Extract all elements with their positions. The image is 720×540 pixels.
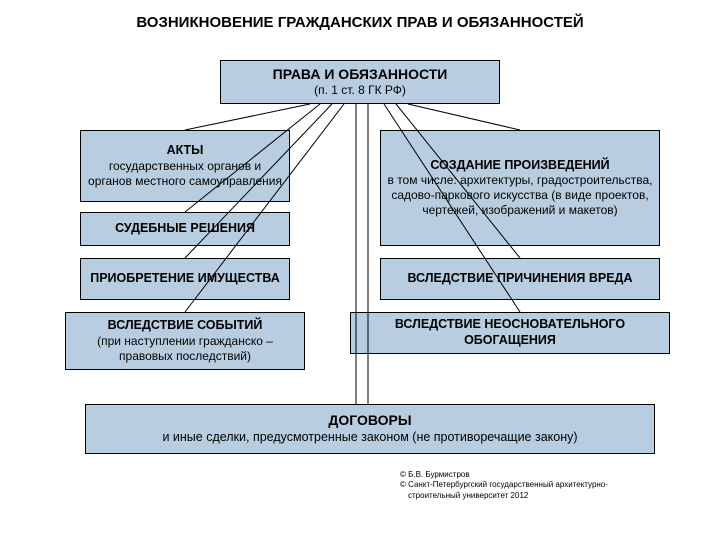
root-heading: ПРАВА И ОБЯЗАННОСТИ [227,66,493,84]
right-box-2: ВСЛЕДСТВИЕ НЕОСНОВАТЕЛЬНОГО ОБОГАЩЕНИЯ [350,312,670,354]
left-box-2: ПРИОБРЕТЕНИЕ ИМУЩЕСТВА [80,258,290,300]
left-box-3: ВСЛЕДСТВИЕ СОБЫТИЙ (при наступлении граж… [65,312,305,370]
bottom-heading: ДОГОВОРЫ [92,412,648,430]
copyright-l1: © Б.В. Бурмистров [400,470,680,480]
left2-heading: ПРИОБРЕТЕНИЕ ИМУЩЕСТВА [87,271,283,287]
left3-body: (при наступлении гражданско – правовых п… [72,334,298,364]
right0-heading: СОЗДАНИЕ ПРОИЗВЕДЕНИЙ [387,158,653,174]
root-box: ПРАВА И ОБЯЗАННОСТИ (п. 1 ст. 8 ГК РФ) [220,60,500,104]
copyright: © Б.В. Бурмистров © Санкт-Петербургский … [400,470,680,501]
left1-heading: СУДЕБНЫЕ РЕШЕНИЯ [87,221,283,237]
left-box-0: АКТЫ государственных органов и органов м… [80,130,290,202]
left0-heading: АКТЫ [87,143,283,159]
left-box-1: СУДЕБНЫЕ РЕШЕНИЯ [80,212,290,246]
copyright-l3: строительный университет 2012 [400,491,680,501]
right0-body: в том числе: архитектуры, градостроитель… [387,173,653,218]
left0-body: государственных органов и органов местно… [87,159,283,189]
bottom-box: ДОГОВОРЫ и иные сделки, предусмотренные … [85,404,655,454]
bottom-body: и иные сделки, предусмотренные законом (… [92,430,648,446]
root-sub: (п. 1 ст. 8 ГК РФ) [227,83,493,98]
copyright-l2: © Санкт-Петербургский государственный ар… [400,480,680,490]
right2-heading: ВСЛЕДСТВИЕ НЕОСНОВАТЕЛЬНОГО ОБОГАЩЕНИЯ [357,317,663,348]
right-box-1: ВСЛЕДСТВИЕ ПРИЧИНЕНИЯ ВРЕДА [380,258,660,300]
main-title: ВОЗНИКНОВЕНИЕ ГРАЖДАНСКИХ ПРАВ И ОБЯЗАНН… [0,0,720,41]
right-box-0: СОЗДАНИЕ ПРОИЗВЕДЕНИЙ в том числе: архит… [380,130,660,246]
left3-heading: ВСЛЕДСТВИЕ СОБЫТИЙ [72,318,298,334]
right1-heading: ВСЛЕДСТВИЕ ПРИЧИНЕНИЯ ВРЕДА [387,271,653,287]
